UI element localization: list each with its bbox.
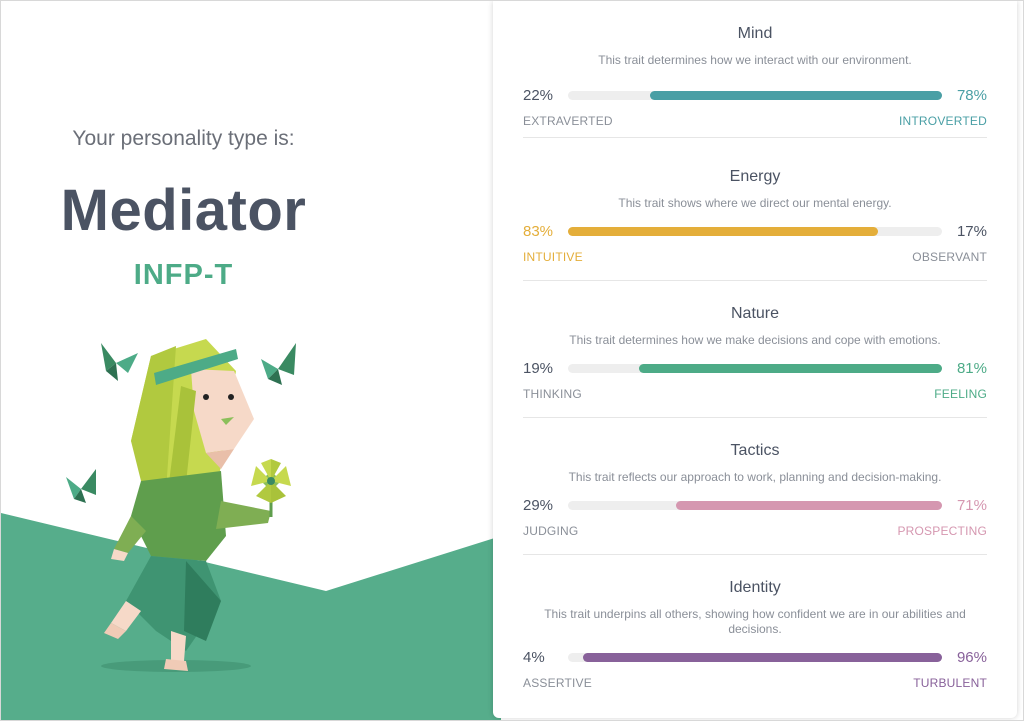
- flower-icon: [251, 459, 291, 517]
- trait-right-percent: 17%: [956, 223, 987, 240]
- trait-right-percent: 96%: [956, 649, 987, 666]
- trait-left-percent: 22%: [523, 87, 554, 104]
- trait-title: Nature: [730, 305, 780, 322]
- trait-right-label: OBSERVANT: [912, 250, 987, 264]
- trait-left-percent: 29%: [523, 497, 554, 514]
- trait-left-percent: 83%: [523, 223, 554, 240]
- trait-right-label: FEELING: [934, 387, 987, 401]
- trait-right-percent: 81%: [956, 360, 987, 377]
- trait-description: This trait determines how we interact wi…: [598, 53, 912, 67]
- type-intro-text: Your personality type is:: [72, 127, 295, 150]
- trait-left-percent: 19%: [523, 360, 554, 377]
- trait-left-label: ASSERTIVE: [523, 676, 592, 690]
- trait-bar-fill: [650, 91, 942, 100]
- trait-bar: [568, 364, 942, 373]
- trait-description: This trait reflects our approach to work…: [568, 470, 942, 484]
- trait-title: Mind: [737, 25, 773, 42]
- trait-left-label: EXTRAVERTED: [523, 114, 613, 128]
- trait-right-label: INTROVERTED: [899, 114, 987, 128]
- trait-nature: Nature This trait determines how we make…: [523, 281, 987, 418]
- trait-energy: Energy This trait shows where we direct …: [523, 144, 987, 281]
- trait-bar-fill: [582, 653, 942, 662]
- trait-bar-fill: [639, 364, 942, 373]
- trait-bar-fill: [676, 501, 942, 510]
- trait-left-label: THINKING: [523, 387, 582, 401]
- hero-panel: Your personality type is: Mediator INFP-…: [1, 1, 501, 720]
- trait-title: Tactics: [730, 442, 780, 459]
- mediator-illustration: [66, 339, 296, 672]
- trait-right-percent: 71%: [956, 497, 987, 514]
- trait-tactics: Tactics This trait reflects our approach…: [523, 418, 987, 555]
- trait-bar: [568, 91, 942, 100]
- trait-right-label: PROSPECTING: [897, 524, 987, 538]
- butterfly-icon: [66, 469, 96, 503]
- trait-right-label: TURBULENT: [913, 676, 987, 690]
- trait-bar-fill: [568, 227, 879, 236]
- trait-description: This trait determines how we make decisi…: [569, 333, 941, 347]
- trait-description: This trait underpins all others, showing…: [544, 607, 966, 636]
- trait-mind: Mind This trait determines how we intera…: [523, 1, 987, 138]
- butterfly-icon: [261, 343, 296, 385]
- trait-bar: [568, 227, 942, 236]
- trait-bar: [568, 653, 942, 662]
- traits-card: Mind This trait determines how we intera…: [493, 1, 1017, 718]
- trait-title: Energy: [729, 168, 781, 185]
- trait-left-percent: 4%: [523, 649, 545, 666]
- butterfly-icon: [101, 343, 138, 381]
- trait-description: This trait shows where we direct our men…: [618, 196, 892, 210]
- trait-left-label: JUDGING: [523, 524, 579, 538]
- trait-title: Identity: [729, 579, 781, 596]
- trait-right-percent: 78%: [956, 87, 987, 104]
- trait-bar: [568, 501, 942, 510]
- personality-type-code: INFP-T: [133, 259, 234, 291]
- trait-left-label: INTUITIVE: [523, 250, 583, 264]
- trait-identity: Identity This trait underpins all others…: [523, 555, 987, 715]
- personality-type-name: Mediator: [60, 178, 307, 243]
